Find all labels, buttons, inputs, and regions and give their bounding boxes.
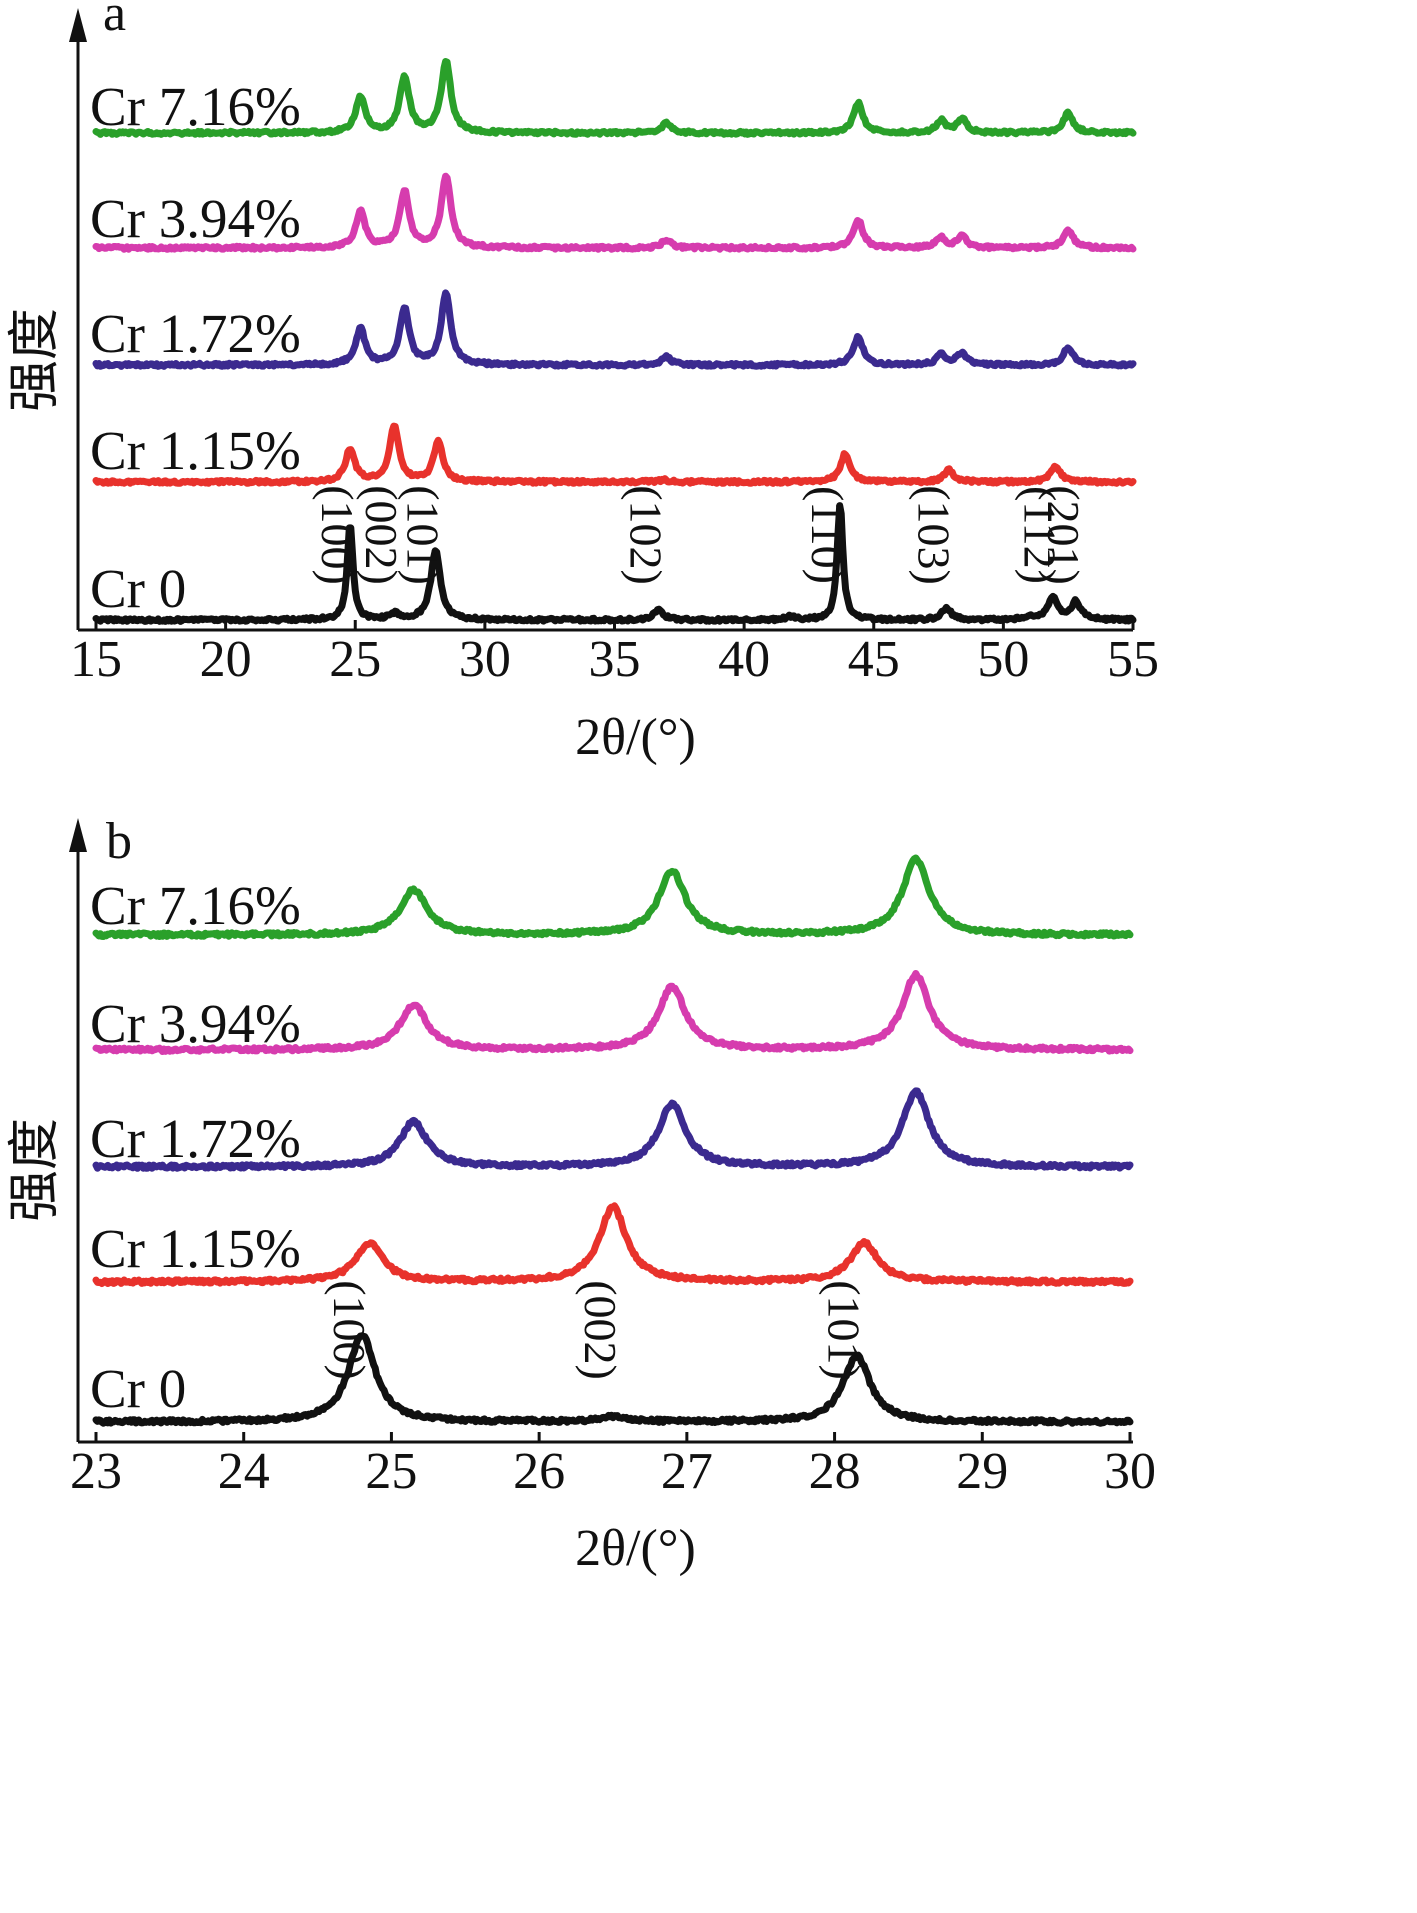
peak-label: (110)	[802, 486, 853, 584]
peak-label: (002)	[575, 1280, 626, 1380]
series-line	[92, 970, 1134, 1055]
x-tick-label: 20	[200, 631, 252, 688]
y-axis-label: 强度	[7, 1118, 64, 1222]
x-tick-label: 26	[513, 1443, 565, 1500]
peak-label: (101)	[819, 1280, 870, 1380]
peak-label: (100)	[324, 1280, 375, 1380]
x-tick-label: 24	[218, 1443, 270, 1500]
x-tick-label: 30	[459, 631, 511, 688]
x-tick-label: 25	[329, 631, 381, 688]
x-tick-label: 55	[1107, 631, 1159, 688]
x-tick-label: 40	[718, 631, 770, 688]
y-axis-arrow	[69, 8, 87, 42]
x-axis-label: 2θ/(°)	[575, 1520, 696, 1577]
x-tick-label: 23	[70, 1443, 122, 1500]
series-label: Cr 7.16%	[90, 76, 301, 137]
x-tick-label: 25	[365, 1443, 417, 1500]
series-label: Cr 1.15%	[90, 420, 301, 481]
y-axis-arrow	[69, 818, 87, 852]
x-axis-label: 2θ/(°)	[575, 709, 696, 766]
panel-letter: a	[103, 0, 126, 42]
x-tick-label: 45	[848, 631, 900, 688]
series-label: Cr 3.94%	[90, 993, 301, 1054]
peak-label: (112)	[1015, 486, 1066, 584]
series-line	[92, 854, 1134, 940]
series-label: Cr 3.94%	[90, 188, 301, 249]
x-tick-label: 35	[589, 631, 641, 688]
y-axis-label: 强度	[7, 308, 64, 412]
peak-label: (002)	[356, 485, 407, 585]
peak-label: (102)	[621, 485, 672, 585]
peak-label: (201)	[1038, 485, 1089, 585]
series-label: Cr 1.72%	[90, 303, 301, 364]
x-tick-label: 15	[70, 631, 122, 688]
peak-label: (100)	[312, 485, 363, 585]
peak-label: (101)	[398, 485, 449, 585]
x-tick-label: 28	[809, 1443, 861, 1500]
series-line	[92, 422, 1137, 487]
series-line	[92, 502, 1137, 625]
x-tick-label: 50	[977, 631, 1029, 688]
peak-label: (103)	[908, 485, 959, 585]
series-line	[92, 289, 1137, 370]
series-line	[92, 58, 1137, 138]
panel-letter: b	[106, 813, 132, 870]
series-label: Cr 1.72%	[90, 1108, 301, 1169]
panel-a-chart: a 15 20 25 30 35 40 45 50 55 2θ/(°) 强度 Cr 7.16% Cr 3.…	[7, 0, 1159, 766]
series-label: Cr 0	[90, 558, 186, 619]
series-label: Cr 7.16%	[90, 875, 301, 936]
series-label: Cr 0	[90, 1358, 186, 1419]
series-label: Cr 1.15%	[90, 1218, 301, 1279]
x-tick-label: 29	[956, 1443, 1008, 1500]
x-tick-label: 30	[1104, 1443, 1156, 1500]
series-line	[92, 1332, 1134, 1427]
series-line	[92, 1202, 1134, 1287]
series-line	[92, 1087, 1134, 1172]
panel-b-chart: b 23 24 25 26 27 28 29 30 2θ/(°) 强度 Cr 7.16% Cr 3.94…	[7, 813, 1156, 1577]
x-tick-label: 27	[661, 1443, 713, 1500]
series-line	[92, 172, 1137, 253]
